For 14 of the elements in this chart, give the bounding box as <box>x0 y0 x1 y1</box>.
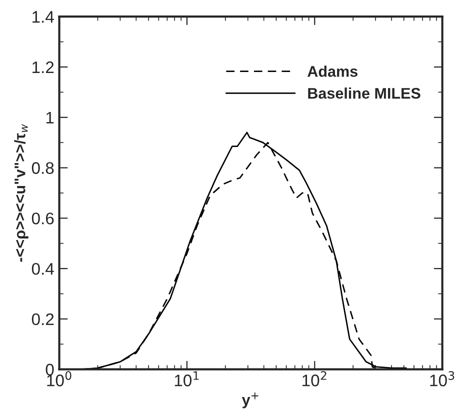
y-tick-label: 0.6 <box>32 212 54 224</box>
legend-label: Adams <box>308 66 358 77</box>
y-axis-title: -<<ρ>><<u"v">>/τ$_{w}$ <box>14 124 28 262</box>
legend-label: Baseline MILES <box>308 88 420 99</box>
x-tick-label: 10$^{3}$ <box>430 371 454 386</box>
x-tick-label: 10$^{1}$ <box>174 371 199 386</box>
y-tick-label: 0.2 <box>32 313 54 326</box>
y-tick-label: 1.2 <box>32 61 54 74</box>
y-tick-label: 0.8 <box>32 162 54 174</box>
x-axis-title: y$^{+}$ <box>242 392 258 408</box>
y-tick-label: 1 <box>46 112 54 124</box>
y-tick-label: 1.4 <box>32 11 54 23</box>
y-tick-label: 0.4 <box>32 262 54 275</box>
x-tick-label: 10$^{2}$ <box>302 371 326 386</box>
